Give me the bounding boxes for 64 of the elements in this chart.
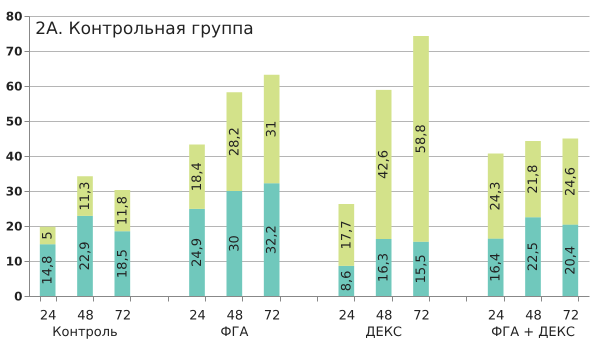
data-label: 24,6: [563, 167, 578, 196]
bar: [525, 217, 541, 296]
x-tick-label: 48: [226, 308, 244, 324]
data-label: 16,4: [488, 252, 504, 282]
data-label: 21,8: [526, 164, 541, 194]
x-tick-label: 72: [562, 308, 580, 324]
data-label: 24,3: [488, 182, 504, 211]
x-tick-label: 72: [114, 308, 132, 324]
x-tick-label: 24: [488, 308, 504, 324]
data-label: 31: [264, 120, 280, 138]
bar: [189, 208, 205, 296]
data-label: 11,8: [115, 196, 130, 226]
data-label: 18,4: [190, 162, 205, 192]
data-label: 18,5: [115, 249, 130, 278]
y-tick-label: 50: [6, 114, 22, 128]
data-label: 28,2: [227, 127, 242, 156]
x-tick-label: 48: [77, 308, 94, 324]
data-label: 20,4: [563, 246, 578, 275]
bar: [189, 144, 205, 209]
data-label: 42,6: [376, 150, 392, 179]
bar: [376, 90, 392, 239]
y-tick-label: 70: [6, 44, 22, 58]
y-tick-label: 10: [6, 254, 22, 268]
data-label: 24,9: [190, 238, 205, 267]
x-tick-label: 24: [338, 308, 356, 324]
data-label: 14,8: [40, 256, 56, 285]
text: ФГА + ДЕКС: [491, 325, 575, 340]
bar: [413, 36, 429, 242]
bar: [562, 138, 578, 225]
text: ДЕКС: [365, 325, 402, 340]
y-tick-label: 60: [6, 80, 22, 94]
bar: [226, 191, 242, 296]
bar: [338, 204, 354, 266]
y-tick-label: 80: [6, 10, 22, 24]
data-label: 22,5: [526, 242, 541, 272]
data-label: 32,2: [264, 225, 280, 254]
data-label: 22,9: [78, 241, 93, 270]
x-tick-label: 72: [413, 308, 430, 324]
data-label: 5: [40, 231, 56, 240]
data-label: 15,5: [414, 254, 429, 284]
x-tick-label: 48: [376, 308, 392, 324]
x-tick-label: 24: [189, 308, 206, 324]
bar: [226, 92, 242, 191]
y-tick-label: 30: [6, 184, 22, 198]
data-label: 11,3: [78, 182, 93, 211]
bar: [264, 183, 280, 296]
x-tick-label: 24: [40, 308, 56, 324]
bar: [525, 140, 541, 218]
y-tick-label: 20: [6, 220, 22, 234]
data-label: 16,3: [376, 253, 392, 282]
data-label: 58,8: [414, 124, 429, 154]
bar: [77, 216, 93, 296]
bar: [264, 74, 280, 184]
data-label: 8,6: [339, 270, 354, 292]
x-tick-label: 72: [264, 308, 280, 324]
data-label: 30: [227, 235, 242, 252]
text: ФГА: [220, 325, 248, 340]
text: Контроль: [52, 325, 118, 340]
bar: [488, 154, 504, 239]
x-tick-label: 48: [525, 308, 542, 324]
data-label: 17,7: [339, 220, 354, 250]
chart-title: 2А. Контрольная группа: [35, 19, 254, 39]
y-tick-label: 0: [14, 290, 22, 304]
y-tick-label: 40: [6, 150, 22, 164]
